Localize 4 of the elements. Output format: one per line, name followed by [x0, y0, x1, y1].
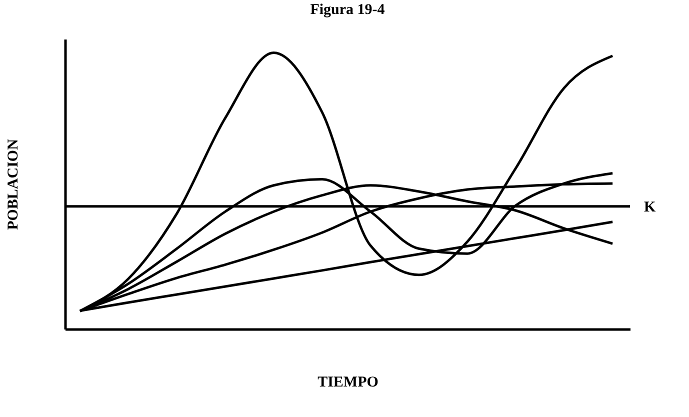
x-axis-title: TIEMPO	[318, 374, 378, 390]
y-axis-title: POBLACION	[6, 138, 22, 230]
ref-line-label: K	[644, 199, 656, 216]
chart-title: Figura 19-4	[310, 2, 386, 18]
